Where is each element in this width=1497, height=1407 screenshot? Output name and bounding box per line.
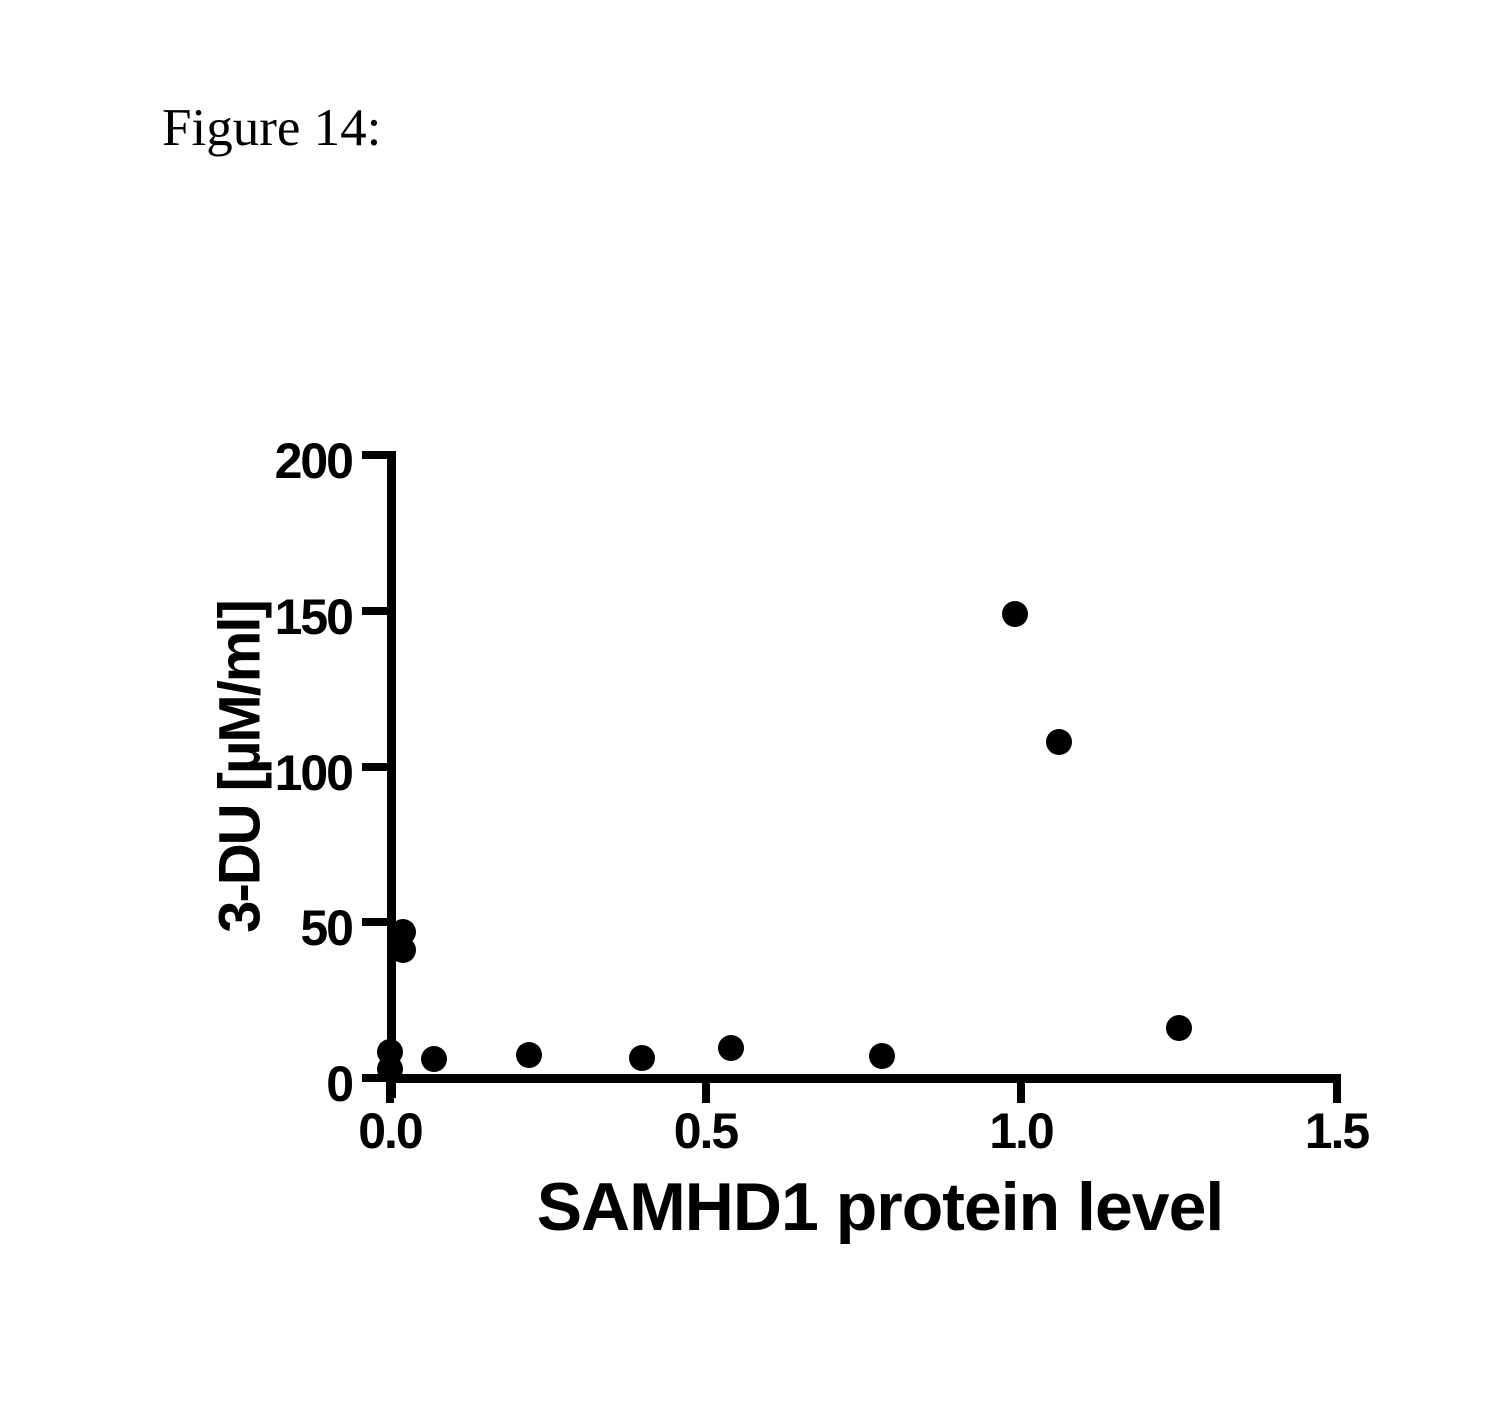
data-point [1001, 600, 1028, 627]
y-tick-50 [362, 918, 389, 927]
y-tick-label-0: 0 [326, 1056, 354, 1112]
x-tick-label-1.5: 1.5 [1304, 1103, 1371, 1159]
y-tick-label-50: 50 [300, 900, 354, 957]
data-point [389, 937, 416, 964]
y-tick-150 [362, 606, 389, 615]
x-tick-label-0.0: 0.0 [358, 1103, 424, 1159]
data-point [515, 1041, 542, 1068]
x-axis-title: SAMHD1 protein level [536, 1169, 1225, 1245]
data-point [377, 1055, 403, 1082]
y-tick-label-150: 150 [274, 588, 354, 645]
x-tick-0.0 [386, 1078, 394, 1103]
x-tick-0.5 [701, 1078, 710, 1103]
y-tick-100 [362, 762, 389, 771]
x-tick-1.5 [1332, 1078, 1341, 1103]
x-tick-label-1.0: 1.0 [989, 1103, 1055, 1159]
y-tick-label-200: 200 [274, 433, 354, 489]
data-point [629, 1044, 656, 1071]
data-point [421, 1046, 448, 1073]
y-axis-title: 3-DU [µM/ml] [207, 601, 273, 933]
data-point [869, 1043, 896, 1070]
figure-label: Figure 14: [162, 99, 382, 157]
data-point [1165, 1015, 1192, 1042]
x-tick-1.0 [1017, 1078, 1025, 1103]
data-point [1045, 728, 1072, 755]
x-tick-label-0.5: 0.5 [673, 1103, 740, 1159]
y-axis-line [387, 451, 396, 1098]
y-tick-label-100: 100 [274, 744, 354, 801]
data-point [717, 1035, 744, 1062]
y-tick-200 [362, 451, 389, 459]
x-axis-line [387, 1074, 1341, 1083]
y-tick-0 [362, 1074, 389, 1082]
